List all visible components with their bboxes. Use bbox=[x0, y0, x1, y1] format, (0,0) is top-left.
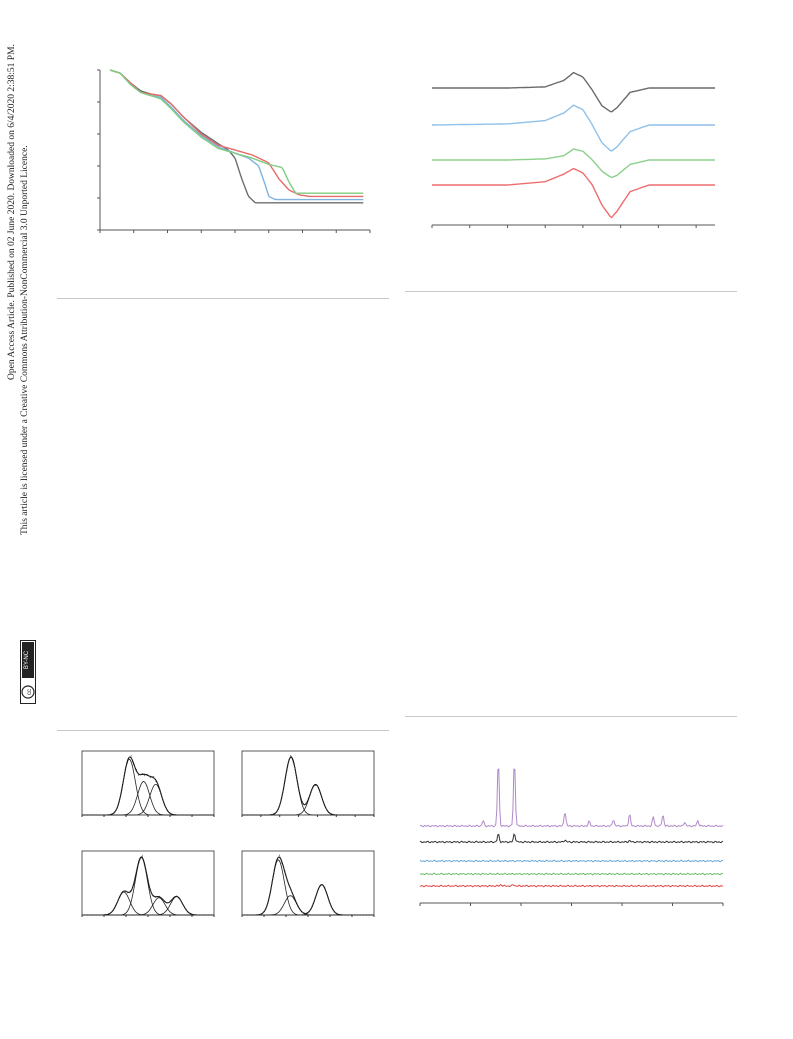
xps-panel-n1s bbox=[241, 750, 375, 817]
divider-rule bbox=[57, 298, 389, 299]
xrd-chart bbox=[419, 768, 724, 906]
series-line bbox=[432, 167, 715, 219]
by-nc-badge-text: BY-NC bbox=[24, 650, 30, 669]
series-line bbox=[420, 883, 724, 888]
component-peak bbox=[242, 859, 374, 916]
series-line bbox=[432, 104, 715, 152]
series-line bbox=[432, 148, 715, 179]
series-line bbox=[109, 69, 364, 198]
license-line: This article is licensed under a Creativ… bbox=[20, 145, 30, 535]
cc-badge-text: cc bbox=[27, 689, 33, 695]
series-line bbox=[109, 69, 364, 194]
series-line bbox=[419, 859, 724, 863]
component-peak bbox=[242, 884, 374, 916]
divider-rule bbox=[57, 730, 389, 731]
cc-license-badge[interactable]: cc BY-NC bbox=[20, 640, 36, 704]
tga-chart bbox=[97, 69, 371, 233]
series-line bbox=[419, 768, 724, 828]
component-peak bbox=[82, 897, 214, 916]
component-peak bbox=[82, 781, 214, 816]
divider-rule bbox=[405, 716, 737, 717]
component-peak bbox=[82, 758, 214, 816]
component-peak bbox=[242, 756, 374, 816]
xps-panel-c1s bbox=[81, 750, 215, 817]
plot-frame bbox=[241, 750, 375, 816]
xps-panel-cu2p bbox=[241, 850, 375, 917]
raw-data-line bbox=[82, 754, 214, 816]
series-line bbox=[419, 872, 724, 876]
component-peak bbox=[82, 856, 214, 916]
series-line bbox=[432, 71, 715, 113]
epr-chart bbox=[431, 71, 715, 228]
open-access-line: Open Access Article. Published on 02 Jun… bbox=[7, 44, 17, 380]
series-line bbox=[109, 69, 364, 204]
raw-data-line bbox=[82, 854, 214, 916]
raw-data-line bbox=[242, 854, 374, 916]
raw-data-line bbox=[242, 753, 374, 816]
envelope-line bbox=[242, 856, 374, 916]
plot-frame bbox=[81, 750, 215, 816]
xps-panel-c1s-2 bbox=[81, 850, 215, 917]
divider-rule bbox=[405, 291, 737, 292]
envelope-line bbox=[82, 856, 214, 916]
series-line bbox=[419, 833, 724, 844]
plot-frame bbox=[241, 850, 375, 916]
sidebar-license: Open Access Article. Published on 02 Jun… bbox=[0, 0, 40, 680]
envelope-line bbox=[82, 756, 214, 816]
envelope-line bbox=[242, 756, 374, 816]
series-line bbox=[109, 69, 364, 201]
